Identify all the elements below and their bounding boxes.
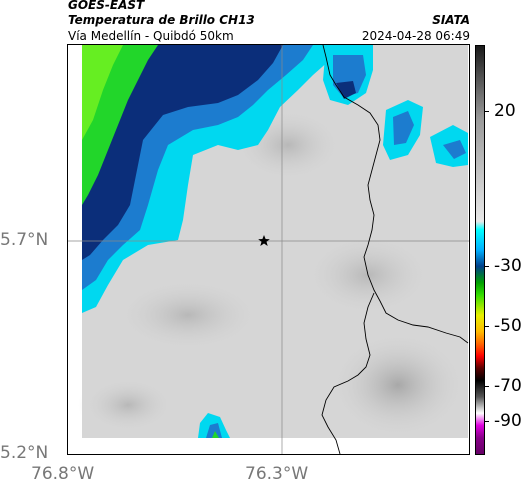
cloud-texture (328, 330, 468, 440)
star-icon (258, 235, 270, 246)
colorbar-tick (484, 266, 489, 267)
colorbar-tick (484, 111, 489, 112)
map-canvas (68, 45, 469, 454)
cloud-texture (78, 375, 178, 435)
satellite-title: GOES-EAST (68, 0, 145, 12)
department-border (322, 45, 469, 344)
colorbar (475, 45, 485, 455)
cloud-green-layer (82, 45, 123, 140)
colorbar-tick (484, 421, 489, 422)
org-label: SIATA (432, 13, 470, 27)
cloud-green-layer (212, 431, 219, 438)
colorbar-tick (484, 386, 489, 387)
cloud-blue-layer (206, 423, 222, 438)
route-subtitle: Vía Medellín - Quibdó 50km (68, 29, 234, 43)
colorbar-label: -30 (494, 256, 522, 276)
datetime-label: 2024-04-28 06:49 (361, 29, 470, 43)
product-title: Temperatura de Brillo CH13 (68, 13, 255, 27)
cloud-navy-layer (336, 81, 356, 99)
cloud-texture (108, 275, 268, 355)
lon-tick-label: 76.8°W (31, 464, 95, 484)
brightness-temperature-map[interactable] (67, 44, 470, 455)
lat-tick-label: 5.7°N (0, 230, 49, 250)
cloud-navy-layer (82, 45, 283, 260)
colorbar-label: -90 (494, 411, 522, 431)
cloud-blue-layer (393, 111, 414, 145)
colorbar-label: -70 (494, 376, 522, 396)
cloud-blue-layer (443, 140, 466, 159)
lon-tick-label: 76.3°W (245, 464, 309, 484)
colorbar-label: -50 (494, 316, 522, 336)
department-border (321, 292, 375, 454)
colorbar-label: 20 (494, 101, 516, 121)
colorbar-tick (484, 326, 489, 327)
lat-tick-label: 5.2°N (0, 443, 49, 463)
